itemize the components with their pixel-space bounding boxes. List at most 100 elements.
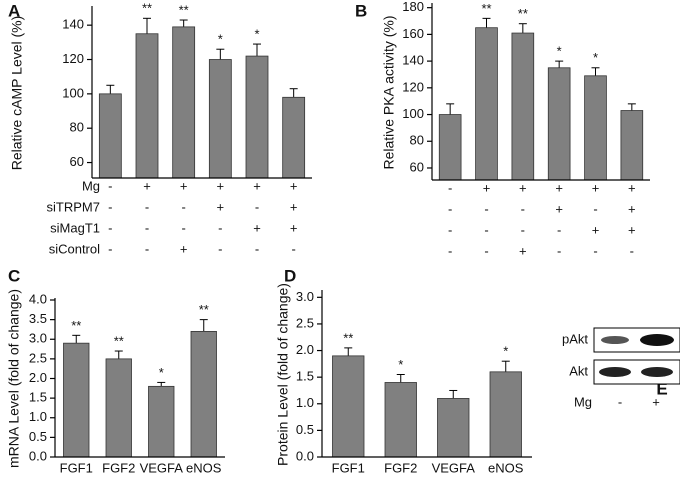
significance: ** — [114, 333, 124, 348]
x-tick-label: VEGFA — [140, 460, 184, 475]
condition-sign: - — [484, 222, 488, 237]
y-tick-label: 3.0 — [296, 289, 314, 304]
y-tick-label: 0.0 — [296, 448, 314, 463]
bar — [135, 33, 159, 179]
bar — [190, 330, 217, 458]
condition-sign: - — [218, 220, 222, 235]
x-tick-label: VEGFA — [432, 460, 476, 475]
y-tick-label: 0.0 — [29, 448, 47, 463]
bar — [332, 355, 365, 458]
bar — [438, 114, 462, 181]
y-tick-label: 100 — [402, 106, 424, 121]
condition-sign: - — [108, 220, 112, 235]
condition-sign: + — [290, 199, 298, 214]
significance: ** — [518, 6, 528, 21]
blot-lane: + — [652, 394, 660, 409]
y-axis-label: Relative PKA activity (%) — [381, 15, 397, 169]
band — [601, 336, 629, 344]
condition-sign: - — [108, 178, 112, 193]
condition-sign: - — [181, 220, 185, 235]
significance: * — [159, 365, 164, 380]
panel-letter: A — [8, 1, 20, 20]
bar — [620, 110, 644, 181]
y-tick-label: 140 — [402, 53, 424, 68]
condition-sign: - — [108, 199, 112, 214]
condition-sign: + — [253, 220, 261, 235]
significance: ** — [199, 302, 209, 317]
bar — [148, 385, 175, 458]
y-tick-label: 1.0 — [29, 409, 47, 424]
condition-sign: - — [145, 199, 149, 214]
condition-sign: - — [521, 201, 525, 216]
y-axis-label: mRNA Level (fold of change) — [6, 289, 22, 468]
y-tick-label: 160 — [402, 26, 424, 41]
bar — [172, 26, 196, 179]
x-tick-label: FGF1 — [60, 460, 93, 475]
band — [641, 367, 673, 377]
condition-sign: - — [145, 241, 149, 256]
y-tick-label: 120 — [402, 79, 424, 94]
condition-sign: - — [557, 222, 561, 237]
condition-sign: + — [290, 220, 298, 235]
y-tick-label: 2.5 — [296, 315, 314, 330]
y-axis-label: Protein Level (fold of change) — [275, 283, 291, 466]
y-tick-label: 3.5 — [29, 311, 47, 326]
x-tick-label: FGF1 — [332, 460, 365, 475]
bar — [384, 382, 417, 458]
panel-letter: B — [355, 1, 367, 20]
condition-sign: - — [484, 201, 488, 216]
bar — [63, 342, 90, 458]
y-tick-label: 140 — [62, 17, 84, 32]
condition-sign: - — [630, 243, 634, 258]
panel-letter: E — [656, 379, 667, 398]
bar — [105, 358, 132, 458]
y-tick-label: 0.5 — [29, 429, 47, 444]
significance: * — [398, 357, 403, 372]
significance: * — [503, 344, 508, 359]
condition-name: siTRPM7 — [47, 199, 100, 214]
condition-sign: - — [448, 222, 452, 237]
bar — [547, 67, 571, 181]
bar — [98, 93, 122, 179]
y-tick-label: 2.5 — [29, 350, 47, 365]
y-tick-label: 0.5 — [296, 422, 314, 437]
significance: ** — [481, 1, 491, 16]
condition-sign: + — [628, 180, 636, 195]
condition-sign: + — [180, 178, 188, 193]
condition-sign: - — [593, 201, 597, 216]
condition-sign: - — [108, 241, 112, 256]
condition-sign: - — [145, 220, 149, 235]
condition-sign: + — [483, 180, 491, 195]
blot-panel: E pAkt Akt Mg - + — [562, 327, 680, 409]
bar — [475, 27, 498, 181]
bar — [437, 398, 470, 458]
band — [640, 334, 674, 346]
condition-name: siControl — [49, 241, 100, 256]
significance: * — [593, 50, 598, 65]
x-tick-label: eNOS — [186, 460, 222, 475]
y-axis-label: Relative cAMP Level (%) — [9, 16, 25, 171]
condition-sign: - — [593, 243, 597, 258]
y-tick-label: 4.0 — [29, 291, 47, 306]
bar — [489, 371, 522, 458]
x-tick-label: FGF2 — [384, 460, 417, 475]
band — [599, 367, 631, 377]
y-tick-label: 2.0 — [29, 370, 47, 385]
condition-sign: + — [217, 178, 225, 193]
blot-lane-row: Mg — [574, 394, 592, 409]
significance: ** — [142, 1, 152, 16]
condition-sign: + — [180, 241, 188, 256]
condition-sign: - — [255, 241, 259, 256]
bar — [245, 55, 269, 179]
y-tick-label: 120 — [62, 51, 84, 66]
y-tick-label: 1.5 — [296, 369, 314, 384]
condition-sign: + — [592, 222, 600, 237]
condition-sign: - — [557, 243, 561, 258]
condition-sign: + — [592, 180, 600, 195]
significance: ** — [71, 318, 81, 333]
condition-sign: + — [217, 199, 225, 214]
condition-sign: - — [255, 199, 259, 214]
y-tick-label: 2.0 — [296, 342, 314, 357]
y-tick-label: 100 — [62, 85, 84, 100]
